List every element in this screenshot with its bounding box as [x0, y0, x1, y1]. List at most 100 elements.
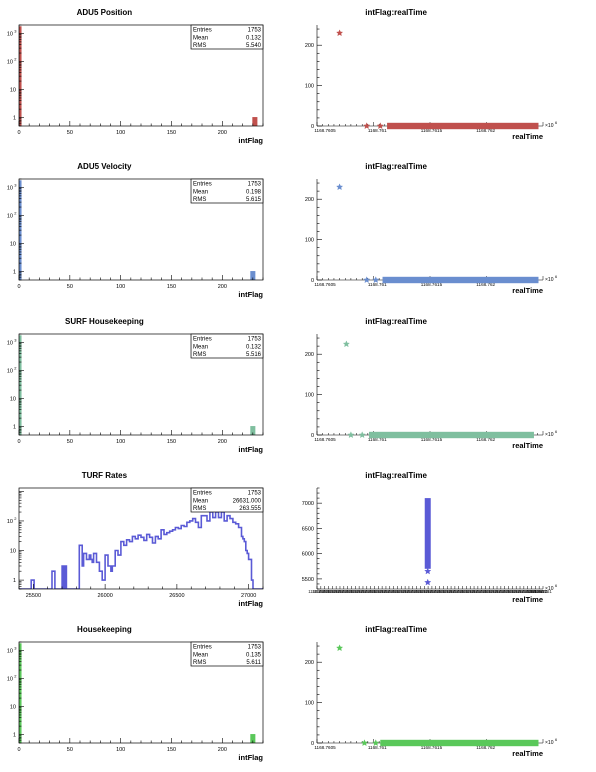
stats-key-mean: Mean	[193, 344, 208, 350]
x-tick-label: 1168.761	[396, 589, 414, 594]
x-tick-label: 1168.761	[492, 589, 510, 594]
y-tick-label: 100	[305, 84, 314, 90]
stats-value-rms: 5.611	[246, 660, 261, 666]
chart-title: ADU5 Position	[77, 8, 133, 17]
stats-value-mean: 26631.000	[233, 498, 262, 504]
plot-frame	[18, 487, 264, 590]
stats-value-entries: 1753	[248, 337, 262, 343]
y-tick-label: 200	[305, 352, 314, 358]
x-tick-label: 1168.761	[368, 745, 387, 750]
x-tick-label: 1168.761	[308, 589, 326, 594]
x-tick-label: 150	[167, 130, 176, 136]
stats-frame	[190, 24, 264, 50]
data-point	[360, 739, 368, 747]
x-exponent: ×10 6	[545, 121, 557, 129]
y-tick-label: 100	[305, 393, 314, 399]
y-tick-label: 10	[7, 340, 13, 346]
x-tick-label: 1168.7605	[314, 745, 336, 750]
x-tick-label: 50	[67, 747, 73, 753]
x-tick-label: 0	[17, 747, 20, 753]
y-tick-label: 10	[7, 59, 13, 65]
stats-value-rms: 5.615	[246, 197, 262, 203]
x-tick-label: 1168.761	[368, 282, 387, 287]
chart-title: intFlag:realTime	[365, 625, 427, 634]
x-tick-label: 150	[167, 747, 176, 753]
y-tick-exponent: 2	[14, 56, 17, 61]
stats-value-mean: 0.135	[246, 652, 262, 658]
y-tick-exponent: 3	[14, 645, 17, 650]
x-tick-label: 1168.762	[476, 437, 495, 442]
x-tick-label: 100	[116, 130, 125, 136]
chart-title: TURF Rates	[82, 471, 128, 480]
x-tick-label: 1168.761	[354, 589, 372, 594]
dense-point-band	[380, 739, 539, 747]
x-tick-label: 1168.7615	[421, 437, 443, 442]
dense-point-band	[387, 122, 539, 130]
x-tick-label: 1168.761	[504, 589, 522, 594]
y-tick-label: 10	[10, 242, 16, 248]
stats-key-rms: RMS	[193, 197, 206, 203]
x-tick-label: 1168.761	[389, 589, 407, 594]
data-point	[424, 578, 432, 586]
x-tick-label: 1168.761	[435, 589, 453, 594]
data	[336, 183, 539, 284]
x-exponent-base: ×10	[545, 432, 554, 438]
y-tick-label: 1	[13, 425, 16, 431]
scatter-panel: intFlag:realTime 5500 6000 6500 7000 1168.761…	[302, 471, 557, 604]
x-tick-label-end: 1168.7621	[527, 589, 548, 594]
x-tick-label: 200	[218, 747, 227, 753]
data-point	[372, 276, 380, 284]
x-axis: 0 50 100 150 200 intFlag	[17, 430, 263, 454]
y-tick-label: 1	[13, 116, 16, 122]
x-tick-label: 1168.761	[343, 589, 361, 594]
x-tick-label: 1168.762	[476, 745, 495, 750]
x-tick-label: 1168.761	[530, 589, 548, 594]
x-axis: 1168.7611168.7611168.7611168.7611168.761…	[308, 586, 552, 604]
x-tick-label: 50	[67, 284, 73, 290]
x-tick-label: 1168.761	[412, 589, 430, 594]
stats-key-rms: RMS	[193, 506, 206, 512]
stats-key-entries: Entries	[193, 337, 212, 343]
x-tick-label: 1168.761	[458, 589, 476, 594]
x-axis: 0 50 100 150 200 intFlag	[17, 738, 263, 762]
x-exponent-base: ×10	[545, 123, 554, 129]
chart-title: intFlag:realTime	[365, 162, 427, 171]
x-tick-label: 1168.761	[446, 589, 464, 594]
stats-value-entries: 1753	[248, 491, 262, 497]
x-tick-label: 50	[67, 130, 73, 136]
y-axis: 0 100 200	[305, 642, 322, 747]
data	[424, 498, 432, 586]
x-tick-label: 1168.761	[366, 589, 384, 594]
step-line	[19, 511, 263, 589]
x-tick-label: 1168.761	[331, 589, 349, 594]
stats-frame	[190, 333, 264, 359]
x-exponent-base: ×10	[545, 586, 554, 592]
y-tick-label: 10	[10, 397, 16, 403]
chart-title: SURF Housekeeping	[65, 317, 144, 326]
stats-key-mean: Mean	[193, 189, 208, 195]
x-tick-label: 1168.761	[369, 589, 387, 594]
y-tick-label: 10	[7, 213, 13, 219]
x-tick-label: 1168.762	[476, 282, 495, 287]
x-axis-label: realTime	[512, 749, 543, 758]
x-tick-label: 1168.761	[534, 589, 552, 594]
scatter-panel: intFlag:realTime 0 100 200 1168.7605 1168.761…	[305, 162, 557, 295]
x-tick-label: 26000	[97, 593, 112, 599]
x-tick-label: 1168.761	[339, 589, 357, 594]
chart-title: ADU5 Velocity	[77, 162, 132, 171]
x-tick-label: 1168.761	[431, 589, 449, 594]
stats-key-entries: Entries	[193, 182, 212, 188]
x-tick-label: 100	[116, 747, 125, 753]
x-tick-label: 0	[17, 284, 20, 290]
x-exponent: ×10 6	[545, 430, 557, 438]
y-tick-label: 200	[305, 197, 314, 203]
x-tick-label: 1168.761	[312, 589, 330, 594]
chart-title: intFlag:realTime	[365, 471, 427, 480]
y-tick-label: 10	[7, 648, 13, 654]
x-axis-label: realTime	[512, 441, 543, 450]
y-tick-label: 10	[7, 368, 13, 374]
y-tick-label: 100	[305, 701, 314, 707]
